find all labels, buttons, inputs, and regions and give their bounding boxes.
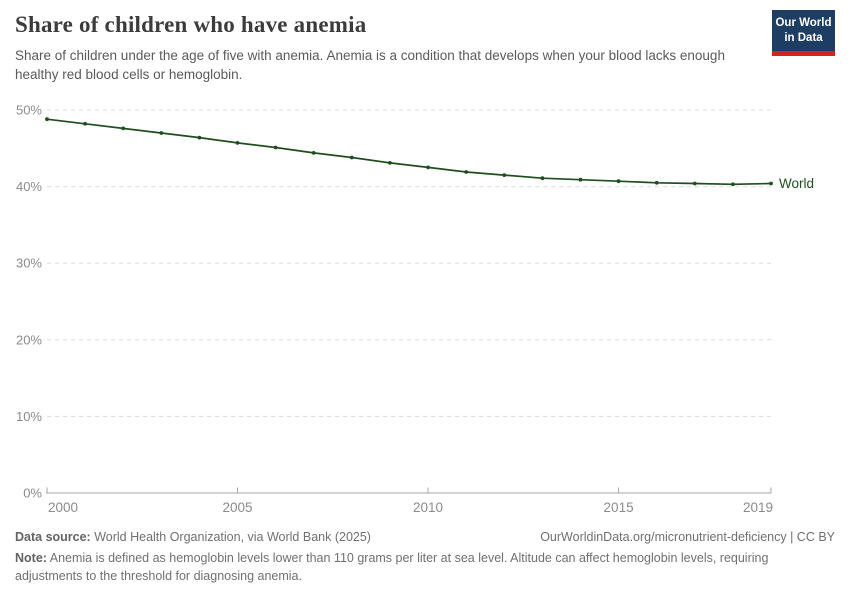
x-tick-label-2019: 2019 — [743, 500, 773, 515]
x-tick-label-2010: 2010 — [413, 500, 443, 515]
data-source-text: World Health Organization, via World Ban… — [90, 530, 371, 544]
owid-logo-line1: Our World — [775, 17, 832, 29]
data-point-2016[interactable] — [654, 180, 659, 185]
series-end-label[interactable]: World — [779, 176, 814, 191]
data-point-2000[interactable] — [45, 117, 49, 122]
note-line: Note: Anemia is defined as hemoglobin le… — [15, 549, 835, 585]
data-point-2007[interactable] — [311, 151, 316, 155]
data-point-2008[interactable] — [349, 155, 354, 160]
data-source-line: Data source: World Health Organization, … — [15, 530, 371, 544]
y-tick-label-30%: 30% — [16, 256, 42, 271]
data-point-2006[interactable] — [273, 145, 278, 150]
note-text: Anemia is defined as hemoglobin levels l… — [15, 551, 769, 584]
data-source-label: Data source: — [15, 530, 91, 544]
x-tick-label-2000: 2000 — [48, 500, 78, 515]
data-point-2019[interactable] — [769, 181, 773, 186]
data-point-2002[interactable] — [121, 126, 126, 131]
data-point-2014[interactable] — [578, 177, 583, 182]
data-point-2003[interactable] — [159, 131, 164, 135]
note-label: Note: — [15, 551, 47, 565]
data-point-2018[interactable] — [731, 182, 735, 187]
chart-subtitle: Share of children under the age of five … — [15, 48, 725, 82]
owid-logo[interactable]: Our World in Data — [772, 10, 835, 56]
world-line[interactable] — [46, 118, 772, 186]
data-point-2013[interactable] — [540, 176, 545, 181]
data-point-2005[interactable] — [235, 141, 240, 145]
y-tick-label-0%: 0% — [23, 486, 42, 501]
y-tick-label-40%: 40% — [16, 179, 42, 194]
data-point-2004[interactable] — [197, 135, 202, 140]
data-point-2017[interactable] — [692, 181, 697, 186]
data-point-2001[interactable] — [83, 121, 87, 126]
data-point-2012[interactable] — [502, 173, 507, 178]
y-tick-label-10%: 10% — [16, 409, 42, 424]
chart-header: Share of children who have anemia Share … — [15, 12, 765, 84]
y-tick-label-20%: 20% — [16, 332, 42, 347]
chart-plot-area[interactable]: 0% 10% 20% 30% 40% 50% 2000 2005 2010 2015 2019 Wor… — [0, 0, 850, 528]
owid-logo-line2: in Data — [784, 31, 823, 44]
x-tick-label-2015: 2015 — [604, 500, 634, 515]
data-point-2011[interactable] — [464, 170, 469, 174]
chart-title: Share of children who have anemia — [15, 12, 367, 37]
chart-footer: Data source: World Health Organization, … — [15, 530, 835, 585]
owid-url-license[interactable]: OurWorldinData.org/micronutrient-deficie… — [540, 530, 835, 544]
data-point-2010[interactable] — [426, 165, 430, 170]
x-tick-label-2005: 2005 — [223, 500, 253, 515]
y-tick-label-50%: 50% — [16, 103, 42, 118]
data-point-2015[interactable] — [616, 179, 621, 184]
data-point-2009[interactable] — [388, 161, 392, 165]
